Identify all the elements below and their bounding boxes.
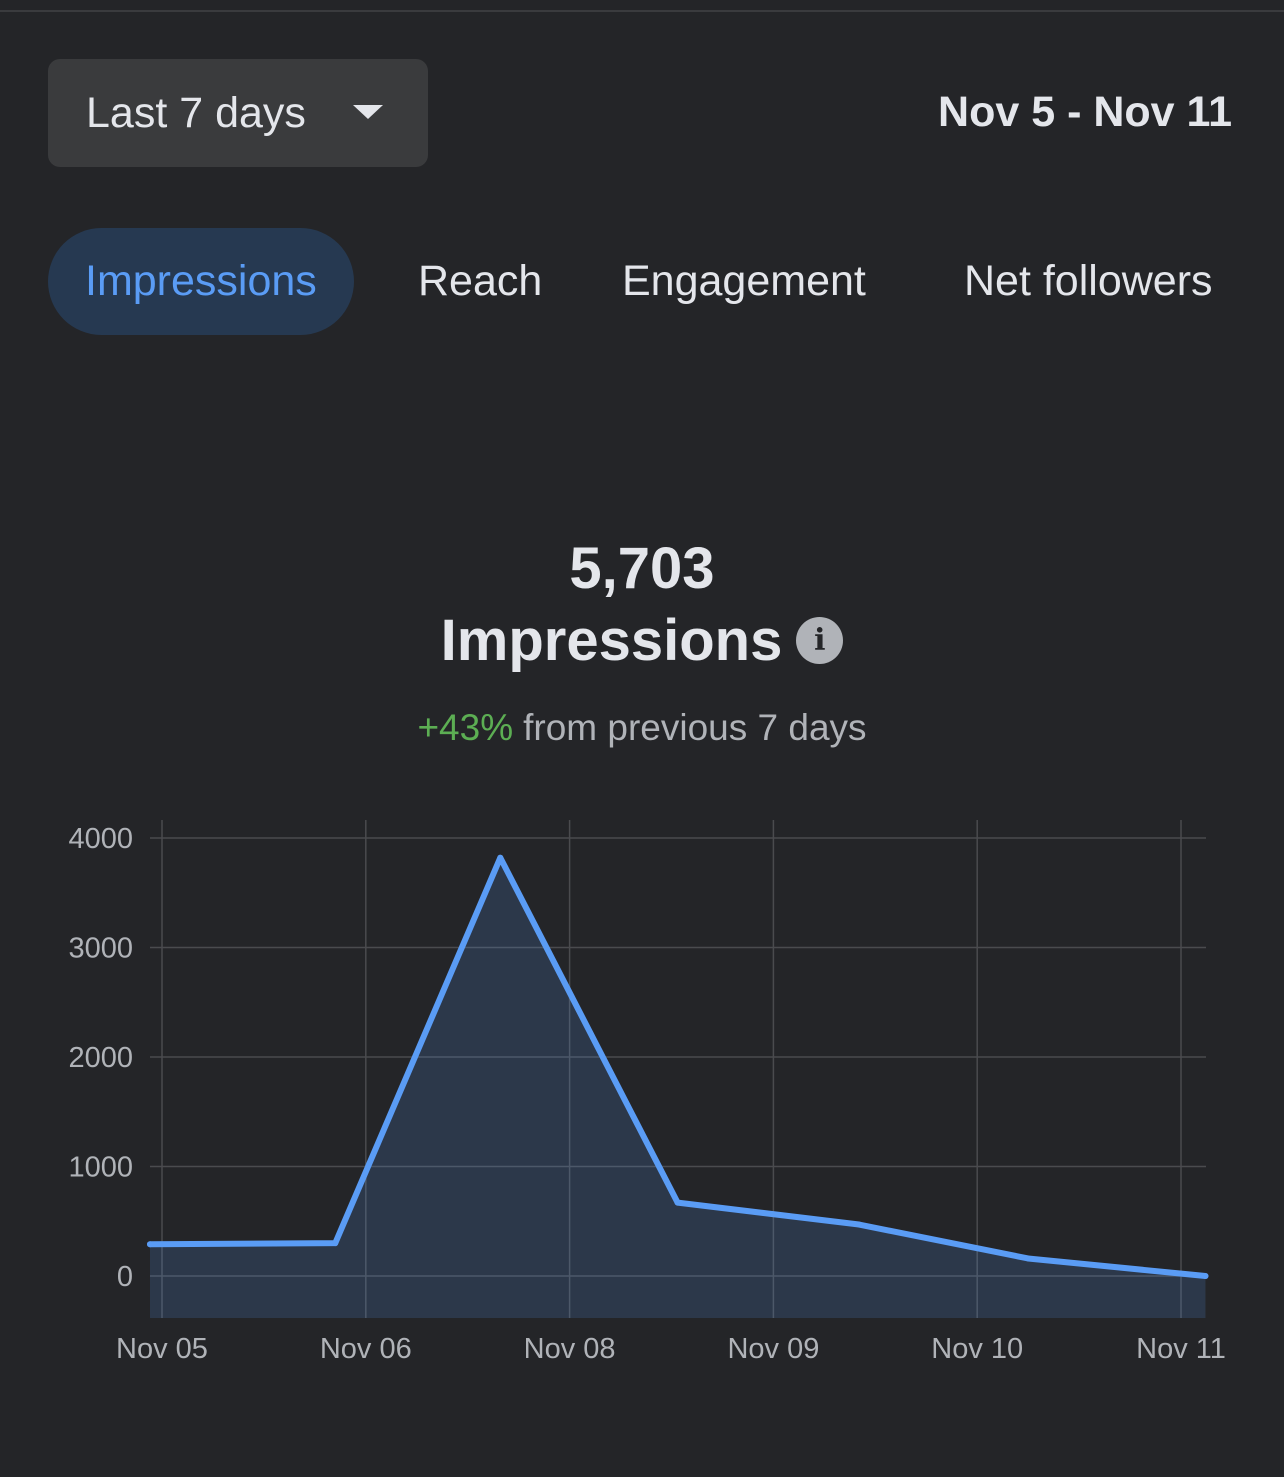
x-tick-label: Nov 05: [116, 1333, 208, 1365]
metric-title-row: Impressions i: [0, 607, 1284, 674]
data-point: [1025, 1255, 1032, 1262]
metric-title: Impressions: [440, 608, 783, 673]
top-divider: [0, 10, 1284, 12]
tab-impressions[interactable]: Impressions: [48, 228, 354, 335]
tab-reach[interactable]: Reach: [418, 257, 543, 305]
x-tick-label: Nov 11: [1136, 1333, 1226, 1365]
date-range-text: Nov 5 - Nov 11: [938, 88, 1232, 136]
data-point: [332, 1240, 339, 1247]
data-point: [1202, 1273, 1209, 1279]
change-text: from previous 7 days: [523, 707, 867, 748]
y-tick-label: 3000: [68, 933, 133, 965]
y-tick-label: 1000: [68, 1152, 133, 1184]
info-icon[interactable]: i: [796, 617, 844, 664]
change-summary: +43% from previous 7 days: [0, 707, 1284, 749]
y-tick-label: 2000: [68, 1042, 133, 1074]
x-tick-label: Nov 08: [524, 1333, 616, 1365]
tab-net-followers[interactable]: Net followers: [964, 257, 1213, 305]
data-point: [497, 854, 504, 861]
y-tick-label: 0: [117, 1261, 133, 1293]
metric-tabs: Impressions Reach Engagement Net followe…: [48, 228, 1237, 335]
total-impressions-value: 5,703: [569, 536, 715, 601]
date-range-dropdown-label: Last 7 days: [86, 88, 306, 137]
x-tick-label: Nov 10: [931, 1333, 1023, 1365]
y-tick-label: 4000: [68, 823, 133, 855]
tab-engagement[interactable]: Engagement: [622, 257, 866, 305]
impressions-chart: 0 1000 2000 3000 4000 Nov 05 Nov 06 Nov 08 Nov 0…: [68, 820, 1226, 1365]
data-point: [674, 1199, 681, 1206]
data-point: [147, 1241, 153, 1248]
caret-down-icon[interactable]: [353, 105, 383, 119]
x-tick-label: Nov 06: [320, 1333, 412, 1365]
change-percent: +43%: [417, 707, 514, 748]
x-tick-label: Nov 09: [727, 1333, 819, 1365]
area-fill: [150, 857, 1206, 1318]
data-point: [855, 1221, 862, 1228]
